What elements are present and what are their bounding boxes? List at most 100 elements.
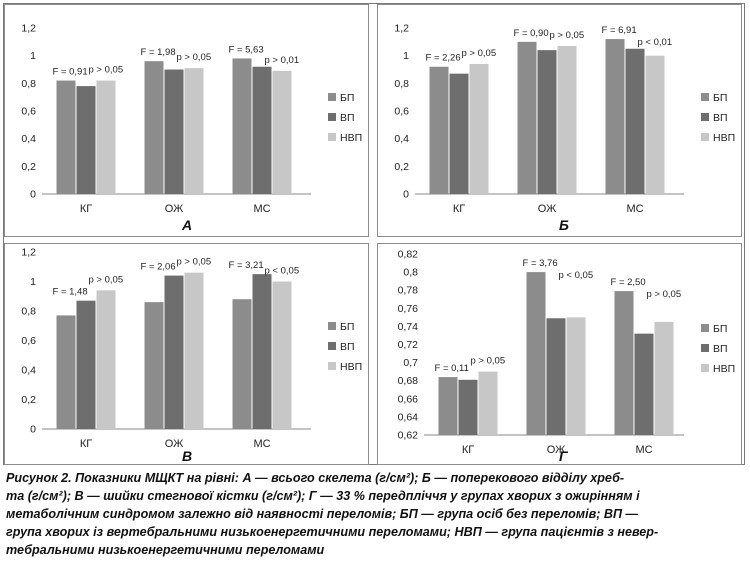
p-value-annotation: p > 0,05 bbox=[647, 289, 682, 300]
bar-БП bbox=[614, 291, 634, 435]
bar-ВП bbox=[634, 333, 654, 435]
bar-НВП bbox=[478, 371, 498, 435]
bar-ВП bbox=[546, 318, 566, 435]
y-tick-label: 0,64 bbox=[398, 411, 419, 423]
bar-БП bbox=[438, 377, 458, 435]
legend-label: ВП bbox=[340, 341, 355, 353]
y-tick-label: 0,74 bbox=[398, 321, 419, 333]
y-tick-label: 0,2 bbox=[21, 394, 36, 406]
bar-ВП bbox=[76, 300, 96, 429]
bar-БП bbox=[56, 315, 76, 429]
f-stat-annotation: F = 0,90 bbox=[514, 28, 549, 39]
x-category-label: КГ bbox=[80, 438, 92, 450]
bar-НВП bbox=[272, 70, 292, 194]
f-stat-annotation: F = 2,50 bbox=[611, 277, 646, 288]
chart-b-svg: 00,20,40,60,811,2КГ ОЖ МСF = 2,26 p > 0,05F… bbox=[394, 23, 735, 216]
bar-ВП bbox=[252, 66, 272, 194]
bar-ВП bbox=[76, 86, 96, 194]
bar-ВП bbox=[625, 48, 645, 194]
y-tick-label: 0,4 bbox=[21, 365, 36, 377]
legend-swatch bbox=[328, 93, 336, 101]
y-tick-label: 0,78 bbox=[398, 285, 419, 297]
y-tick-label: 1 bbox=[30, 50, 36, 62]
legend-swatch bbox=[328, 322, 336, 330]
legend-swatch bbox=[701, 364, 709, 372]
p-value-annotation: p > 0,05 bbox=[177, 52, 212, 63]
f-stat-annotation: F = 3,21 bbox=[229, 260, 264, 271]
chart-d-svg: 0,62 0,64 0,66 0,68 0,7 0,72 0,74 0,76 0,78 0,8 0,… bbox=[398, 249, 736, 457]
f-stat-annotation: F = 2,06 bbox=[141, 262, 176, 273]
legend-swatch bbox=[328, 362, 336, 370]
legend-label: БП bbox=[713, 323, 727, 335]
legend-swatch bbox=[701, 344, 709, 352]
legend-swatch bbox=[701, 324, 709, 332]
legend-label: ВП bbox=[340, 112, 355, 124]
panel-letter-a: А bbox=[182, 217, 193, 233]
bar-НВП bbox=[566, 317, 586, 435]
x-category-label: МС bbox=[626, 203, 643, 215]
f-stat-annotation: F = 1,48 bbox=[53, 287, 88, 298]
y-tick-label: 0 bbox=[30, 189, 36, 201]
bar-БП bbox=[429, 66, 449, 194]
y-tick-label: 0,8 bbox=[21, 306, 36, 318]
bar-ВП bbox=[164, 69, 184, 194]
bar-БП bbox=[56, 80, 76, 194]
bar-НВП bbox=[184, 68, 204, 194]
caption-line: тебральними низькоенергетичними перелома… bbox=[6, 543, 325, 557]
f-stat-annotation: F = 0,11 bbox=[435, 363, 469, 374]
bar-НВП bbox=[557, 45, 577, 194]
legend-swatch bbox=[701, 113, 709, 121]
x-category-label: ОЖ bbox=[165, 203, 183, 215]
bar-ВП bbox=[537, 50, 557, 195]
x-category-label: ОЖ bbox=[165, 438, 183, 450]
chart-c-svg: 00,20,40,60,811,2КГ ОЖ МСF = 1,48p > 0,05F… bbox=[21, 247, 362, 451]
legend-swatch bbox=[328, 342, 336, 350]
bar-ВП bbox=[164, 275, 184, 429]
p-value-annotation: p > 0,05 bbox=[177, 257, 212, 268]
y-tick-label: 0,6 bbox=[394, 106, 409, 118]
y-tick-label: 0,4 bbox=[21, 133, 36, 145]
y-tick-label: 0,6 bbox=[21, 106, 36, 118]
x-category-label: МС bbox=[253, 203, 270, 215]
bar-БП bbox=[144, 61, 164, 195]
p-value-annotation: p > 0,05 bbox=[89, 65, 124, 76]
legend-label: ВП bbox=[713, 112, 728, 124]
x-category-label: КГ bbox=[453, 203, 465, 215]
x-category-label: КГ bbox=[462, 444, 474, 456]
p-value-annotation: p > 0,01 bbox=[265, 55, 300, 66]
chart-a-svg: 00,20,40,60,811,2КГ ОЖ МСF = 0,91 p > 0,05F… bbox=[21, 23, 362, 216]
y-tick-label: 1 bbox=[403, 50, 409, 62]
y-tick-label: 0,2 bbox=[394, 161, 409, 173]
figure-caption: Рисунок 2. Показники МЩКТ на рівні: А — … bbox=[6, 469, 744, 559]
legend-swatch bbox=[701, 93, 709, 101]
bar-ВП bbox=[458, 379, 478, 435]
p-value-annotation: p < 0,05 bbox=[559, 270, 594, 281]
y-tick-label: 0,62 bbox=[398, 430, 419, 442]
p-value-annotation: p > 0,05 bbox=[89, 274, 124, 285]
bar-НВП bbox=[272, 281, 292, 429]
legend-label: БП bbox=[713, 92, 727, 104]
caption-line: метаболічним синдромом залежно від наявн… bbox=[6, 507, 639, 521]
f-stat-annotation: F = 2,26 bbox=[426, 53, 461, 64]
y-tick-label: 0 bbox=[403, 189, 409, 201]
bar-БП bbox=[605, 39, 625, 194]
bar-БП bbox=[526, 272, 546, 435]
legend-label: БП bbox=[340, 321, 354, 333]
p-value-annotation: p < 0,01 bbox=[638, 37, 673, 48]
y-tick-label: 0,8 bbox=[21, 78, 36, 90]
y-tick-label: 0,8 bbox=[403, 267, 418, 279]
legend-label: БП bbox=[340, 92, 354, 104]
caption-line: група хворих із вертебральними низькоене… bbox=[6, 525, 659, 539]
legend-swatch bbox=[328, 113, 336, 121]
y-tick-label: 0,7 bbox=[403, 357, 418, 369]
caption-line: та (г/см²); В — шийки стегнової кістки (… bbox=[6, 489, 640, 503]
x-category-label: МС bbox=[253, 438, 270, 450]
p-value-annotation: p < 0,05 bbox=[265, 266, 300, 277]
y-tick-label: 1 bbox=[30, 276, 36, 288]
panel-letter-c: В bbox=[182, 448, 193, 464]
y-tick-label: 0 bbox=[30, 424, 36, 436]
legend-label: НВП bbox=[340, 132, 362, 144]
y-tick-label: 0,6 bbox=[21, 335, 36, 347]
panel-letter-b: Б bbox=[559, 217, 569, 233]
panel-letter-d: Г bbox=[559, 448, 568, 464]
